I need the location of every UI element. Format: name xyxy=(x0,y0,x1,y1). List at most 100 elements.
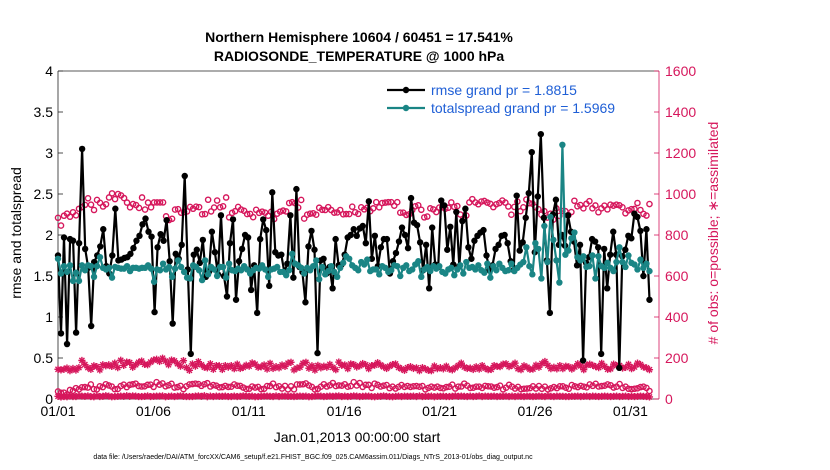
totalspread-point xyxy=(72,269,80,276)
rmse-point xyxy=(57,330,65,337)
rmse-point xyxy=(438,197,445,204)
totalspread-point xyxy=(54,255,62,262)
totalspread-point xyxy=(297,264,305,271)
totalspread-point xyxy=(222,274,230,281)
possible-obs-low-marker xyxy=(490,384,498,392)
possible-obs-low-marker xyxy=(362,381,369,389)
totalspread-point xyxy=(165,263,173,271)
totalspread-point xyxy=(580,253,587,260)
possible-obs-marker xyxy=(393,198,401,206)
rmse-point xyxy=(495,241,502,249)
totalspread-point xyxy=(108,274,116,281)
totalspread-point xyxy=(96,253,104,261)
totalspread-point xyxy=(334,273,341,281)
chart-title-line2: RADIOSONDE_TEMPERATURE @ 1000 hPa xyxy=(214,48,505,64)
possible-obs-low-marker xyxy=(368,384,375,392)
rmse-point xyxy=(329,285,336,292)
rmse-point xyxy=(459,217,466,225)
possible-obs-low-marker xyxy=(481,382,489,390)
possible-obs-marker xyxy=(432,208,440,216)
totalspread-point xyxy=(475,262,482,269)
totalspread-point xyxy=(288,250,296,258)
rmse-point xyxy=(139,221,146,228)
rmse-point xyxy=(525,189,532,197)
totalspread-point xyxy=(523,244,530,251)
y-tick-label-right: 1400 xyxy=(665,104,696,120)
possible-obs-low-marker xyxy=(404,382,411,390)
rmse-point xyxy=(284,260,291,267)
rmse-point xyxy=(226,240,234,247)
possible-obs-marker xyxy=(448,199,455,206)
rmse-point xyxy=(148,233,155,240)
rmse-point xyxy=(573,262,581,269)
possible-obs-marker xyxy=(493,200,500,208)
totalspread-point xyxy=(313,257,320,264)
totalspread-point xyxy=(156,267,164,274)
possible-obs-marker xyxy=(381,199,389,206)
rmse-point xyxy=(398,224,406,231)
possible-obs-low-marker xyxy=(290,386,298,393)
rmse-point xyxy=(256,235,264,243)
assimilated-obs-marker xyxy=(266,359,274,367)
totalspread-point xyxy=(319,263,326,271)
totalspread-point xyxy=(78,262,86,269)
possible-obs-marker xyxy=(81,201,89,209)
possible-obs-low-marker xyxy=(416,383,423,391)
y-tick-label-right: 0 xyxy=(665,391,673,407)
rmse-point xyxy=(350,226,357,233)
totalspread-point xyxy=(204,271,212,278)
x-tick-label: 01/06 xyxy=(136,403,171,419)
x-axis-label: Jan.01,2013 00:00:00 start xyxy=(274,429,441,445)
possible-obs-low-marker xyxy=(81,383,89,391)
y-tick-label-right: 800 xyxy=(665,227,689,243)
assimilated-obs-marker xyxy=(75,364,83,372)
totalspread-point xyxy=(586,262,593,270)
totalspread-point xyxy=(361,261,368,268)
y-tick-label-right: 1600 xyxy=(665,63,696,79)
totalspread-point xyxy=(397,272,404,280)
possible-obs-marker xyxy=(231,207,239,215)
totalspread-point xyxy=(225,260,233,267)
possible-obs-low-marker xyxy=(126,381,133,389)
possible-obs-low-marker xyxy=(610,384,617,391)
totalspread-point xyxy=(565,247,572,254)
possible-obs-marker xyxy=(369,205,377,212)
assimilated-obs-marker xyxy=(176,362,185,370)
possible-obs-low-marker xyxy=(201,380,208,388)
rmse-point xyxy=(643,226,650,233)
totalspread-point xyxy=(219,263,227,271)
possible-obs-marker xyxy=(219,202,227,210)
assimilated-obs-marker xyxy=(344,365,352,373)
assimilated-obs-marker xyxy=(179,357,188,365)
possible-obs-marker xyxy=(306,210,314,217)
assimilated-obs-marker xyxy=(164,361,173,369)
possible-obs-marker xyxy=(204,196,212,204)
y-tick-label-left: 3.5 xyxy=(34,104,54,120)
y-tick-label-left: 0 xyxy=(45,391,53,407)
possible-obs-marker xyxy=(634,199,641,207)
possible-obs-marker xyxy=(129,200,137,208)
totalspread-point xyxy=(532,240,539,247)
possible-obs-marker xyxy=(478,198,485,205)
rmse-point xyxy=(447,223,454,230)
possible-obs-low-marker xyxy=(401,383,408,391)
totalspread-point xyxy=(81,267,89,274)
rmse-point xyxy=(516,247,523,254)
totalspread-point xyxy=(436,262,443,270)
totalspread-point xyxy=(643,260,650,267)
rmse-point xyxy=(157,230,164,238)
rmse-point xyxy=(416,239,424,246)
possible-obs-marker xyxy=(195,203,203,211)
possible-obs-low-marker xyxy=(598,382,605,390)
rmse-point xyxy=(238,245,246,253)
possible-obs-marker xyxy=(282,208,290,215)
totalspread-point xyxy=(625,252,632,259)
rmse-point xyxy=(468,255,475,262)
rmse-point xyxy=(181,172,188,180)
possible-obs-low-marker xyxy=(78,384,86,391)
totalspread-point xyxy=(57,270,65,277)
possible-obs-marker xyxy=(150,199,158,206)
possible-obs-marker xyxy=(505,203,512,210)
assimilated-obs-marker xyxy=(126,358,134,367)
possible-obs-low-marker xyxy=(517,385,525,393)
